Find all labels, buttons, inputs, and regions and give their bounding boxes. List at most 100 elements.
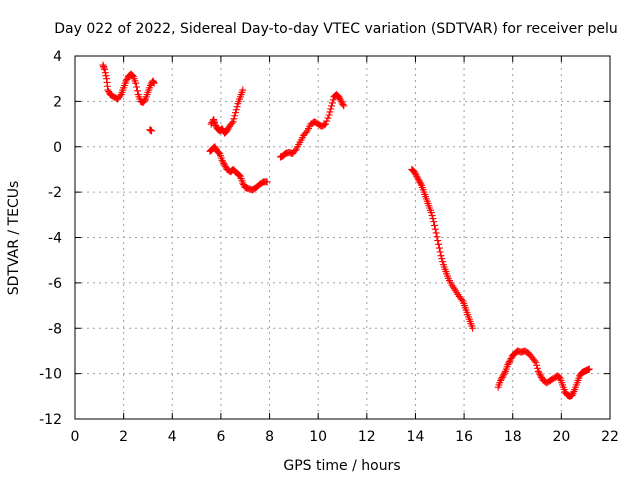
data-point-seg4 bbox=[235, 171, 243, 179]
y-tick-label: -2 bbox=[48, 185, 62, 201]
data-point-seg7 bbox=[531, 357, 539, 365]
axis-ticks bbox=[74, 55, 611, 420]
data-point-seg3 bbox=[228, 119, 236, 127]
data-point-seg1 bbox=[141, 96, 149, 104]
data-point-seg5 bbox=[320, 121, 328, 129]
data-point-seg4 bbox=[236, 171, 244, 179]
data-point-seg4 bbox=[214, 148, 222, 156]
data-point-seg6 bbox=[469, 324, 477, 332]
data-point-seg3 bbox=[211, 120, 219, 128]
data-point-seg7 bbox=[506, 356, 514, 364]
data-point-seg6 bbox=[416, 178, 424, 186]
data-point-seg6 bbox=[417, 180, 425, 188]
data-point-seg4 bbox=[221, 161, 229, 169]
data-point-seg7 bbox=[507, 355, 515, 362]
data-point-seg6 bbox=[438, 255, 446, 263]
x-tick-label: 8 bbox=[265, 429, 274, 445]
data-point-seg4 bbox=[212, 144, 220, 152]
data-point-seg7 bbox=[497, 375, 505, 383]
data-point-seg7 bbox=[538, 373, 546, 381]
data-point-seg5 bbox=[302, 128, 310, 136]
data-point-seg7 bbox=[536, 370, 544, 378]
data-point-seg2 bbox=[148, 127, 156, 135]
data-point-seg7 bbox=[535, 369, 543, 377]
data-point-seg4 bbox=[211, 143, 219, 151]
data-point-seg4 bbox=[221, 162, 229, 170]
data-point-seg4 bbox=[263, 178, 271, 186]
data-point-seg1 bbox=[122, 77, 130, 85]
data-point-seg7 bbox=[532, 358, 540, 366]
y-tick-label: 4 bbox=[53, 49, 62, 65]
x-axis-label: GPS time / hours bbox=[283, 458, 400, 474]
y-tick-label: -6 bbox=[48, 276, 62, 292]
y-tick-label: -12 bbox=[39, 412, 62, 428]
data-point-seg4 bbox=[215, 149, 223, 157]
data-point-seg7 bbox=[534, 367, 542, 375]
data-point-seg6 bbox=[431, 225, 439, 233]
y-tick-label: -8 bbox=[48, 321, 62, 337]
data-point-seg1 bbox=[146, 81, 154, 89]
data-point-seg3 bbox=[231, 112, 239, 120]
data-point-seg5 bbox=[325, 111, 333, 119]
data-points bbox=[99, 61, 593, 400]
data-point-seg7 bbox=[505, 358, 513, 366]
data-point-seg5 bbox=[335, 93, 343, 101]
x-tick-label: 10 bbox=[309, 429, 327, 445]
y-tick-label: -4 bbox=[48, 231, 62, 247]
data-point-seg6 bbox=[413, 174, 421, 182]
data-point-seg1 bbox=[105, 88, 113, 96]
data-point-seg1 bbox=[133, 83, 141, 91]
data-point-seg5 bbox=[328, 99, 336, 107]
data-point-seg5 bbox=[321, 120, 329, 128]
data-point-seg5 bbox=[340, 102, 348, 110]
data-point-seg5 bbox=[336, 94, 344, 102]
data-point-seg3 bbox=[223, 127, 231, 135]
data-point-seg6 bbox=[433, 233, 441, 241]
data-point-seg7 bbox=[537, 372, 545, 380]
data-point-seg6 bbox=[435, 244, 443, 252]
data-point-seg1 bbox=[132, 79, 140, 87]
data-point-seg5 bbox=[339, 100, 347, 108]
plot-frame bbox=[74, 55, 611, 420]
data-point-seg6 bbox=[436, 248, 444, 256]
data-point-seg6 bbox=[415, 177, 423, 185]
data-point-seg7 bbox=[555, 373, 563, 381]
data-point-seg3 bbox=[233, 103, 241, 111]
data-point-seg1 bbox=[101, 66, 109, 74]
data-point-seg7 bbox=[497, 376, 505, 384]
data-point-seg3 bbox=[230, 115, 238, 123]
data-point-seg4 bbox=[239, 179, 247, 187]
data-point-seg1 bbox=[101, 69, 109, 77]
data-point-seg7 bbox=[533, 361, 541, 369]
x-tick-label: 14 bbox=[407, 429, 425, 445]
tick-labels: 0 2 4 6 8 10 12 14 16 18 20 22 -12 -10 -8 -6 -4 -2 0 2 4 bbox=[39, 49, 619, 445]
data-point-seg1 bbox=[123, 75, 131, 83]
data-point-seg5 bbox=[329, 96, 337, 104]
y-tick-label: 0 bbox=[53, 140, 62, 156]
data-point-seg5 bbox=[323, 117, 331, 125]
x-tick-label: 12 bbox=[358, 429, 376, 445]
y-tick-label: -10 bbox=[39, 367, 62, 383]
data-point-seg1 bbox=[102, 72, 110, 80]
data-point-seg6 bbox=[428, 212, 436, 220]
data-point-seg3 bbox=[224, 125, 232, 133]
data-point-seg5 bbox=[327, 105, 335, 113]
data-point-seg3 bbox=[218, 125, 226, 133]
data-point-seg1 bbox=[116, 92, 124, 100]
x-tick-label: 20 bbox=[552, 429, 570, 445]
data-point-seg6 bbox=[434, 237, 442, 245]
x-tick-label: 4 bbox=[168, 429, 177, 445]
data-point-seg6 bbox=[431, 221, 439, 229]
data-point-seg3 bbox=[232, 106, 240, 114]
x-tick-label: 2 bbox=[119, 429, 128, 445]
data-point-seg5 bbox=[338, 99, 346, 107]
data-point-seg4 bbox=[220, 159, 228, 167]
data-point-seg7 bbox=[533, 364, 541, 372]
data-point-seg1 bbox=[100, 64, 108, 72]
data-point-seg5 bbox=[337, 97, 345, 105]
data-point-seg5 bbox=[328, 102, 336, 110]
data-point-seg7 bbox=[498, 373, 506, 381]
data-point-seg7 bbox=[499, 372, 507, 380]
data-point-seg7 bbox=[585, 365, 593, 373]
data-point-seg3 bbox=[232, 109, 239, 117]
